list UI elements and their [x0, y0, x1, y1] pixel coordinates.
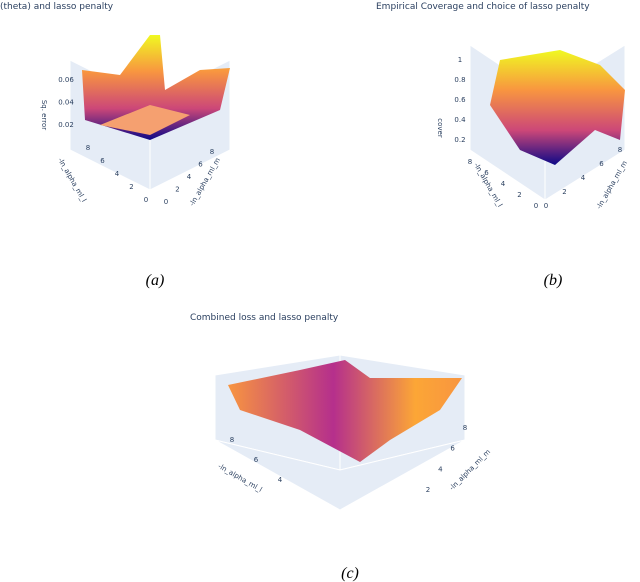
y-tick-label: 4 [438, 465, 443, 473]
y-tick-label: 0 [544, 202, 548, 210]
surface [490, 50, 625, 165]
y-tick-label: 2 [175, 186, 179, 194]
x-tick-label: 8 [230, 436, 234, 444]
y-tick-label: 0 [164, 198, 168, 206]
panel-title: Combined loss and lasso penalty [190, 313, 339, 323]
x-tick-label: 4 [278, 476, 283, 484]
y-tick-label: 2 [562, 188, 566, 196]
panel-title: Empirical Coverage and choice of lasso p… [376, 2, 590, 12]
y-tick-label: 6 [599, 160, 604, 168]
z-tick-label: 0.06 [58, 76, 74, 84]
panel-a [69, 35, 231, 191]
panel-b [469, 44, 626, 201]
x-tick-label: 6 [254, 456, 259, 464]
y-tick-label: 6 [198, 161, 203, 169]
pane [214, 439, 466, 511]
surface [82, 35, 230, 140]
y-tick-label: 2 [426, 486, 430, 494]
z-tick-label: 0.04 [58, 99, 74, 107]
x-tick-label: 0 [534, 202, 538, 210]
x-tick-label: 2 [129, 183, 133, 191]
surface [100, 105, 190, 135]
y-tick-label: 8 [210, 148, 214, 156]
panel-title: (theta) and lasso penalty [0, 2, 114, 12]
caption: (c) [341, 565, 359, 582]
x-tick-label: 8 [468, 158, 472, 166]
y-tick-label: 4 [581, 174, 586, 182]
surface [228, 360, 462, 462]
x-axis-label: -ln_alpha_ml_l [56, 157, 88, 204]
z-axis-label: cover [436, 118, 444, 138]
x-tick-label: 0 [144, 196, 148, 204]
y-axis-label: -ln_alpha_ml_m [448, 448, 492, 492]
z-tick-label: 0.4 [454, 116, 466, 124]
panel-c [214, 354, 466, 511]
caption: (b) [544, 272, 563, 289]
y-tick-label: 8 [618, 146, 622, 154]
z-axis-label: Sq. error [40, 100, 48, 130]
z-tick-label: 1 [458, 56, 462, 64]
x-axis-label: -ln_alpha_ml_l [217, 462, 264, 494]
z-tick-label: 0.2 [454, 136, 465, 144]
z-tick-label: 0.6 [454, 96, 466, 104]
x-tick-label: 4 [115, 170, 120, 178]
y-tick-label: 8 [463, 424, 467, 432]
x-tick-label: 6 [484, 169, 489, 177]
caption: (a) [146, 272, 165, 289]
z-tick-label: 0.02 [58, 121, 74, 129]
x-tick-label: 4 [501, 180, 506, 188]
x-tick-label: 2 [517, 191, 521, 199]
z-tick-label: 0.8 [454, 76, 465, 84]
y-tick-label: 6 [450, 445, 455, 453]
x-tick-label: 8 [86, 144, 90, 152]
y-tick-label: 4 [187, 173, 192, 181]
x-tick-label: 6 [100, 157, 105, 165]
